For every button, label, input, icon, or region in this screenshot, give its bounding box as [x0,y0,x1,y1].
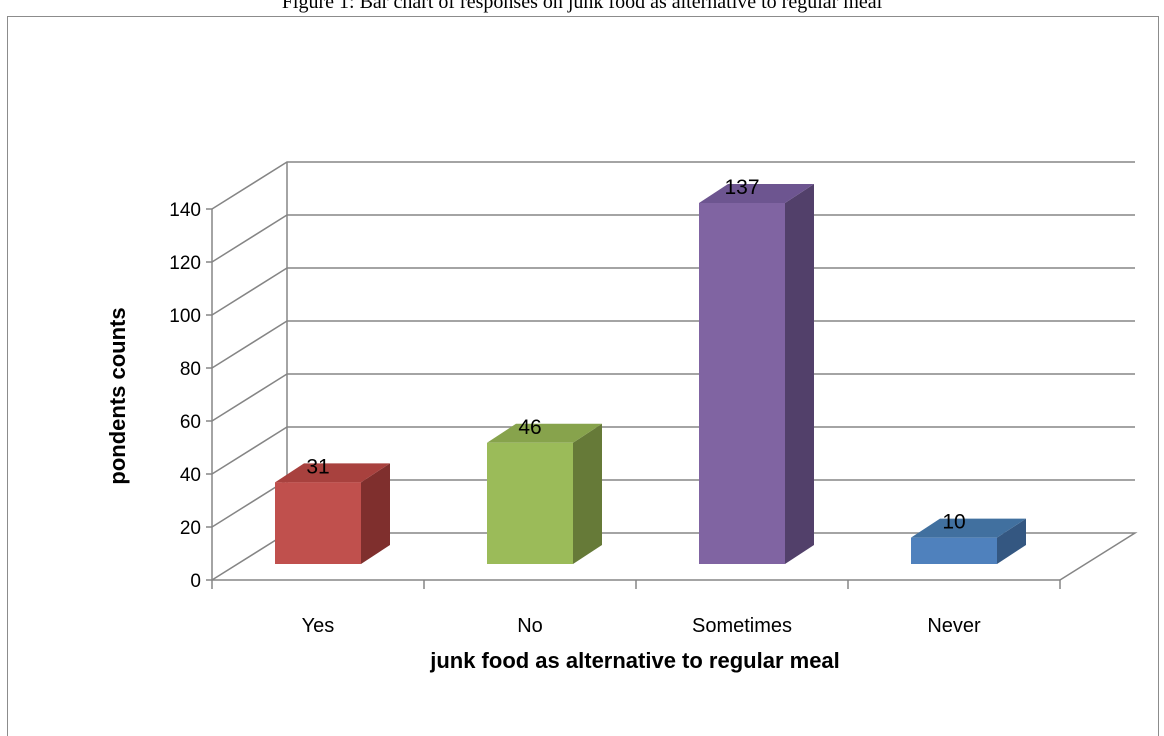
bar-side [361,463,390,564]
bar [911,518,1026,564]
bar-side [997,518,1026,564]
x-tick-label: Yes [302,615,335,637]
bar-top [275,463,390,483]
data-label: 137 [724,176,759,199]
bar [699,184,814,564]
x-axis-title: junk food as alternative to regular meal [429,648,840,673]
bar [487,423,602,564]
x-tick-label: No [517,615,543,637]
chart-frame [7,16,1159,736]
y-tick-label: 60 [180,412,201,433]
y-tick-label: 100 [169,306,201,327]
axes [206,208,1061,589]
bar-top [911,518,1026,538]
bars [275,184,1026,564]
bar-front [487,442,573,564]
gridline [211,267,1135,316]
gridline [211,161,1135,210]
figure-caption: Figure 1: Bar chart of responses on junk… [281,0,883,13]
bar [275,463,390,564]
x-tick-label: Sometimes [692,615,792,637]
bar-front [699,203,785,564]
bar-side [785,184,814,564]
bar-front [275,482,361,564]
data-label: 10 [942,511,965,534]
data-label: 31 [306,455,329,478]
gridline [211,373,1135,422]
bar-front [911,537,997,564]
y-tick-label: 120 [169,253,201,274]
bar-top [699,184,814,203]
bar-top [487,423,602,443]
x-tick-label: Never [927,615,981,637]
data-label: 46 [518,416,541,439]
y-tick-label: 140 [169,200,201,221]
y-tick-label: 80 [180,359,201,380]
gridline [211,320,1135,369]
gridline [211,214,1135,263]
labels: 0 20 40 60 80 100 120 140 31 Yes 46 No 137 Sometimes 1… [169,176,981,637]
y-axis-title: pondents counts [105,307,130,484]
y-tick-label: 20 [180,518,201,539]
bar-side [573,423,602,564]
y-tick-label: 0 [190,571,201,592]
y-tick-label: 40 [180,465,201,486]
